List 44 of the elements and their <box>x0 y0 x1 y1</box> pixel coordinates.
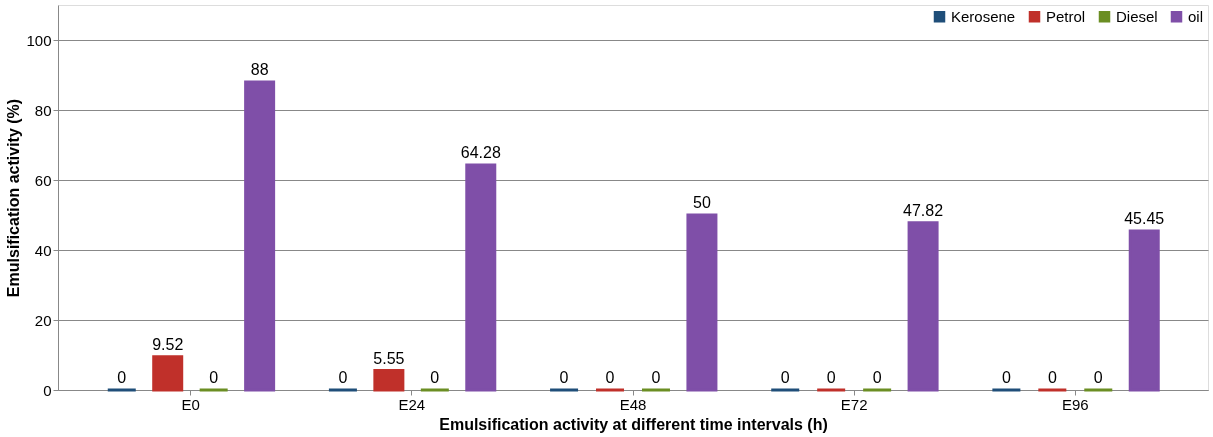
data-label: 0 <box>338 369 348 386</box>
data-label: 47.82 <box>903 201 944 219</box>
data-label: 0 <box>430 369 440 386</box>
bar <box>1128 229 1160 392</box>
bar <box>373 369 405 392</box>
y-tick-label: 20 <box>34 311 52 329</box>
bar <box>244 80 276 392</box>
bar <box>686 213 718 392</box>
y-tick-label: 60 <box>34 171 52 189</box>
bar <box>907 221 939 392</box>
data-label: 5.55 <box>373 349 405 367</box>
data-label: 45.45 <box>1124 209 1165 227</box>
y-tick-label: 100 <box>26 31 52 49</box>
data-label: 9.52 <box>152 335 184 353</box>
bar <box>152 355 184 392</box>
data-label: 0 <box>117 369 127 386</box>
legend-label: Diesel <box>1116 7 1158 25</box>
data-label: 0 <box>1001 369 1011 386</box>
legend-label: Petrol <box>1046 7 1086 25</box>
legend-label: oil <box>1188 7 1204 25</box>
data-label: 0 <box>1047 369 1057 386</box>
x-axis-title: Emulsification activity at different time intervals (h) <box>439 415 828 433</box>
data-label: 0 <box>605 369 615 386</box>
x-tick-label: E0 <box>181 395 200 413</box>
data-label: 0 <box>872 369 882 386</box>
data-label: 0 <box>780 369 790 386</box>
data-label: 0 <box>1093 369 1103 386</box>
legend-label: Kerosene <box>951 7 1016 25</box>
data-label: 88 <box>250 61 269 78</box>
data-label: 0 <box>209 369 219 386</box>
x-tick-label: E72 <box>840 395 868 413</box>
x-tick-label: E96 <box>1061 395 1089 413</box>
data-label: 0 <box>651 369 661 386</box>
y-tick-label: 40 <box>34 241 52 259</box>
data-label: 0 <box>559 369 569 386</box>
y-tick-label: 80 <box>34 101 52 119</box>
data-label: 50 <box>693 194 711 211</box>
x-tick-label: E24 <box>398 395 426 413</box>
data-label: 64.28 <box>460 144 501 162</box>
y-axis-title: Emulsification activity (%) <box>5 98 23 298</box>
data-label: 0 <box>826 369 836 386</box>
y-tick-label: 0 <box>43 381 52 399</box>
x-tick-label: E48 <box>619 395 647 413</box>
bar <box>465 163 497 392</box>
